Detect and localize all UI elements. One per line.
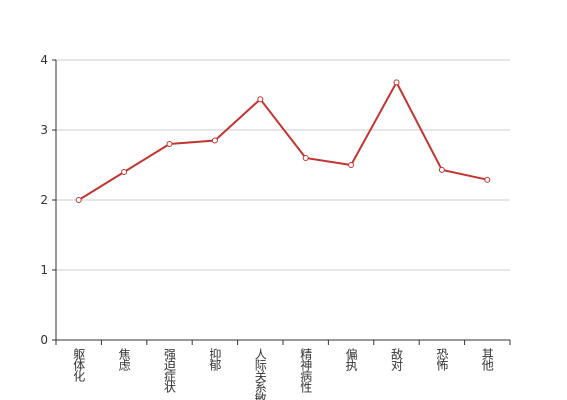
point — [121, 169, 128, 175]
x-tick-label: 躯体化 — [72, 347, 86, 383]
y-tick-label: 0 — [40, 333, 48, 347]
x-tick-label: 精神病性 — [299, 348, 313, 394]
point — [438, 166, 445, 173]
y-tick-label: 4 — [40, 53, 48, 67]
point — [166, 141, 173, 147]
x-tick-label: 恐怖 — [435, 348, 449, 371]
point — [257, 96, 264, 103]
y-tick-label: 3 — [40, 123, 48, 137]
point — [302, 155, 309, 161]
x-tick-label: 敌对 — [390, 347, 404, 371]
line — [78, 80, 488, 201]
y-tick-label: 1 — [40, 263, 48, 277]
x-tick-label: 强迫症状 — [163, 348, 177, 393]
x-tick-label: 焦虑 — [117, 348, 131, 371]
x-tick-label: 偏执 — [344, 347, 358, 372]
point — [75, 197, 82, 203]
x-tick-label: 抑郁 — [208, 347, 222, 372]
point — [393, 79, 400, 86]
x-tick-label: 其他 — [480, 348, 494, 371]
point — [484, 176, 491, 183]
point — [348, 162, 355, 168]
x-tick-label: 人际关系敏感 — [253, 348, 267, 400]
y-tick-label: 2 — [40, 193, 48, 207]
point — [211, 137, 218, 144]
